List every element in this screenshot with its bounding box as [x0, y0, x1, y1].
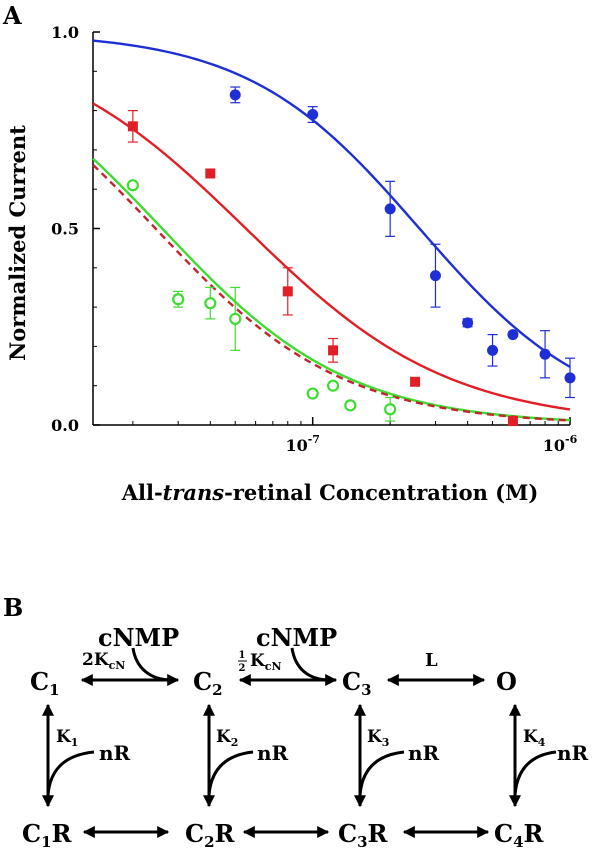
- data-point-circle: [539, 348, 551, 360]
- cnmp-binding-curve-1: [131, 647, 173, 682]
- data-point-square: [282, 286, 293, 297]
- y-tick-label: 0.5: [51, 220, 79, 239]
- dose-response-chart: A 0.0 0.5 1.0 10-7 10-6 Normalized Current A…: [2, 1, 578, 505]
- state-o: O: [496, 667, 517, 696]
- x-axis-label: All-trans-retinal Concentration (M): [121, 480, 539, 505]
- k2-label: K2: [216, 727, 238, 749]
- y-tick-label: 1.0: [51, 23, 79, 42]
- fit-curve-1: [92, 39, 571, 368]
- data-point-open-circle: [229, 312, 242, 325]
- state-c3: C3: [342, 667, 372, 699]
- data-point-open-circle: [344, 399, 357, 412]
- panel-b-label: B: [3, 593, 23, 622]
- y-tick-label: 0.0: [51, 416, 79, 435]
- x-axis-label-pre: All-: [121, 480, 163, 505]
- data-point-circle: [229, 89, 241, 101]
- k1-label: K1: [56, 727, 78, 749]
- nr-binding-curve-2: [207, 750, 254, 796]
- data-point-circle: [487, 344, 499, 356]
- data-point-circle: [307, 109, 319, 121]
- rate-label-half-kcn: 1 2 KcN: [238, 650, 282, 674]
- panel-a-label: A: [2, 1, 22, 30]
- x-tick-label: 10-7: [285, 433, 320, 455]
- nr-binding-curve-1: [46, 750, 95, 796]
- x-tick-label: 10-6: [543, 433, 578, 455]
- data-point-square: [205, 168, 216, 179]
- cnmp-binding-curve-2: [290, 647, 331, 682]
- data-point-open-circle: [126, 179, 139, 192]
- rate-label-2kcn: 2KcN: [82, 650, 125, 672]
- nr-binding-curve-4: [513, 750, 557, 796]
- state-c4r: C4R: [494, 819, 545, 851]
- nr-label-4: nR: [557, 741, 589, 765]
- nr-binding-curve-3: [358, 750, 405, 796]
- data-point-open-circle: [384, 403, 397, 416]
- data-point-square: [507, 416, 518, 427]
- half-denominator: 2: [239, 663, 246, 674]
- data-point-square: [328, 345, 339, 356]
- data-points: [126, 86, 576, 427]
- state-c3r: C3R: [338, 819, 389, 851]
- state-c1: C1: [30, 667, 60, 699]
- data-point-circle: [462, 317, 474, 329]
- data-point-square: [127, 121, 138, 132]
- data-point-circle: [384, 203, 396, 215]
- data-point-circle: [507, 329, 519, 341]
- data-point-circle: [564, 372, 576, 384]
- cnmp-label-1: cNMP: [98, 623, 179, 652]
- nr-label-3: nR: [408, 741, 440, 765]
- state-c2: C2: [193, 667, 223, 699]
- half-numerator: 1: [239, 650, 246, 661]
- state-c2r: C2R: [185, 819, 236, 851]
- x-axis-label-italic: trans: [163, 480, 225, 505]
- data-point-open-circle: [306, 387, 319, 400]
- fit-curve-2: [92, 102, 571, 411]
- kcn-label: KcN: [250, 651, 282, 673]
- data-point-open-circle: [172, 293, 185, 306]
- data-point-square: [410, 376, 421, 387]
- fit-curves: [92, 39, 571, 422]
- data-point-circle: [429, 270, 441, 282]
- x-axis-label-post: -retinal Concentration (M): [224, 480, 538, 505]
- axes: 0.0 0.5 1.0 10-7 10-6: [51, 23, 577, 455]
- k4-label: K4: [523, 727, 546, 749]
- cnmp-label-2: cNMP: [256, 623, 337, 652]
- data-point-open-circle: [326, 379, 340, 392]
- nr-label-1: nR: [99, 741, 131, 765]
- y-axis-label: Normalized Current: [5, 125, 30, 361]
- rate-label-l: L: [425, 650, 438, 671]
- data-point-open-circle: [204, 297, 217, 310]
- k3-label: K3: [367, 727, 389, 749]
- nr-label-2: nR: [257, 741, 289, 765]
- fit-curve-4: [92, 164, 571, 422]
- state-c1r: C1R: [22, 819, 73, 851]
